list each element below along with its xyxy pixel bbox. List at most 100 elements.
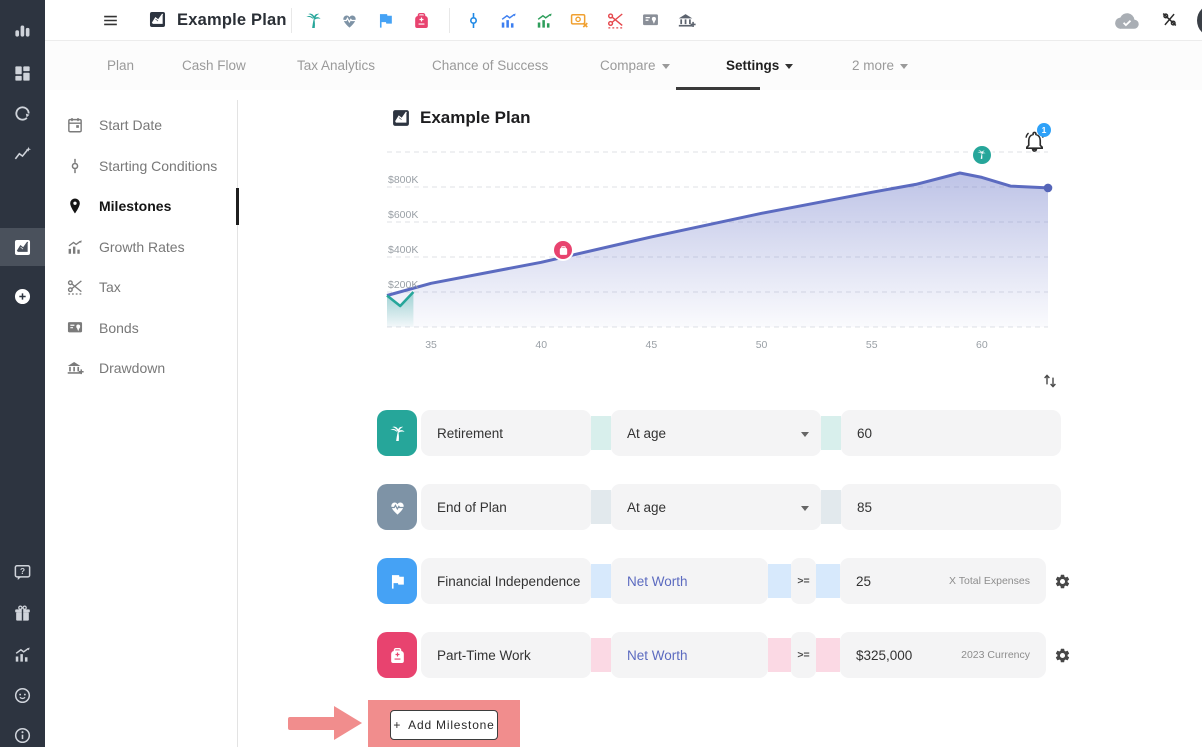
add-plan-icon[interactable] xyxy=(0,277,45,315)
heart-pulse-icon[interactable] xyxy=(377,484,417,530)
x-tick-label: 35 xyxy=(425,339,437,351)
chevron-down-icon xyxy=(900,64,909,69)
tab-cash-flow[interactable]: Cash Flow xyxy=(182,58,246,73)
x-tick-label: 60 xyxy=(976,339,988,351)
early-segment-line xyxy=(386,291,415,308)
retirement-marker[interactable] xyxy=(972,145,991,164)
sidebar-item-tax[interactable]: Tax xyxy=(45,267,237,308)
connector xyxy=(591,564,611,598)
certificate-icon xyxy=(66,319,84,337)
sync-cycle-icon[interactable] xyxy=(0,94,45,132)
tab-settings[interactable]: Settings xyxy=(726,41,794,90)
condition-select[interactable]: At age xyxy=(611,410,821,456)
feedback-chat-icon[interactable] xyxy=(0,553,45,591)
certificate-icon[interactable] xyxy=(641,11,660,30)
backpack-icon[interactable] xyxy=(377,632,417,678)
bank-plus-icon xyxy=(66,359,84,377)
app-logo-icon[interactable] xyxy=(0,10,45,48)
gift-icon[interactable] xyxy=(0,594,45,632)
milestone-name-input[interactable]: Financial Independence xyxy=(421,558,591,604)
condition-select[interactable]: Net Worth xyxy=(611,632,768,678)
growth-blue-icon[interactable] xyxy=(499,11,518,30)
left-rail xyxy=(0,0,45,747)
condition-select[interactable]: Net Worth xyxy=(611,558,768,604)
gear-icon[interactable] xyxy=(1050,643,1074,667)
tab-bar: Plan Cash Flow Tax Analytics Chance of S… xyxy=(45,41,1202,90)
net-worth-area xyxy=(387,173,1048,327)
settings-sidebar: Start Date Starting Conditions Milestone… xyxy=(45,100,239,747)
growth-green-icon[interactable] xyxy=(535,11,554,30)
chart-title: Example Plan xyxy=(420,108,531,127)
milestone-row-end-of-plan: End of Plan At age 85 xyxy=(377,484,1061,530)
plus-icon: + xyxy=(393,718,402,732)
gear-icon[interactable] xyxy=(1050,569,1074,593)
info-icon[interactable] xyxy=(0,716,45,747)
plans-chart-icon[interactable] xyxy=(0,228,45,266)
connector xyxy=(821,416,841,450)
x-tick-label: 40 xyxy=(535,339,548,351)
commit-icon[interactable] xyxy=(464,11,483,30)
palm-tree-icon[interactable] xyxy=(377,410,417,456)
y-tick-label: $200K xyxy=(388,279,419,291)
tab-2-more[interactable]: 2 more xyxy=(852,41,909,90)
bank-plus-icon[interactable] xyxy=(677,11,696,30)
calendar-icon xyxy=(66,116,84,134)
milestone-name-input[interactable]: Part-Time Work xyxy=(421,632,591,678)
backpack-icon[interactable] xyxy=(412,11,431,30)
sidebar-item-bonds[interactable]: Bonds xyxy=(45,308,237,349)
palm-tree-icon xyxy=(976,149,987,160)
line-end-dot xyxy=(1043,183,1053,193)
growth-chart-icon xyxy=(66,238,84,256)
connector xyxy=(591,638,611,672)
part-time-work-marker[interactable] xyxy=(554,241,573,259)
growth-stats-icon[interactable] xyxy=(0,635,45,673)
chevron-down-icon xyxy=(801,431,809,437)
tab-tax-analytics[interactable]: Tax Analytics xyxy=(297,58,376,73)
age-value-input[interactable]: 60 xyxy=(841,410,1061,456)
annotation-arrow xyxy=(288,717,338,730)
condition-select[interactable]: At age xyxy=(611,484,821,530)
avatar[interactable] xyxy=(1197,4,1202,37)
chevron-down-icon xyxy=(801,505,809,511)
milestone-row-financial-independence: Financial Independence Net Worth >= 25 X … xyxy=(377,558,1074,604)
heart-pulse-icon[interactable] xyxy=(340,11,359,30)
x-tick-label: 45 xyxy=(645,339,658,351)
tab-plan[interactable]: Plan xyxy=(107,58,135,73)
sidebar-item-start-date[interactable]: Start Date xyxy=(45,105,237,146)
support-face-icon[interactable] xyxy=(0,676,45,714)
milestone-name-input[interactable]: End of Plan xyxy=(421,484,591,530)
operator-select[interactable]: >= xyxy=(791,558,816,604)
divider xyxy=(291,8,292,33)
commit-icon xyxy=(66,157,84,175)
sort-milestones-icon[interactable] xyxy=(1041,372,1059,390)
add-milestone-button[interactable]: + Add Milestone xyxy=(390,710,498,740)
scissors-icon[interactable] xyxy=(606,11,625,30)
backpack-icon xyxy=(558,245,569,256)
y-tick-label: $800K xyxy=(388,174,419,186)
cloud-check-icon xyxy=(1115,12,1139,31)
operator-select[interactable]: >= xyxy=(791,632,816,678)
sidebar-item-milestones[interactable]: Milestones xyxy=(45,186,237,227)
value-unit-label: 2023 Currency xyxy=(961,649,1030,661)
threshold-value-input[interactable]: $325,000 2023 Currency xyxy=(840,632,1046,678)
sidebar-item-drawdown[interactable]: Drawdown xyxy=(45,348,237,389)
dashboard-icon[interactable] xyxy=(0,54,45,92)
trending-sparkle-icon[interactable] xyxy=(0,135,45,173)
threshold-value-input[interactable]: 25 X Total Expenses xyxy=(840,558,1046,604)
connector xyxy=(768,638,791,672)
top-bar: Example Plan xyxy=(45,0,1202,41)
tab-chance-of-success[interactable]: Chance of Success xyxy=(432,58,549,73)
sidebar-item-growth-rates[interactable]: Growth Rates xyxy=(45,227,237,268)
sidebar-item-starting-conditions[interactable]: Starting Conditions xyxy=(45,146,237,187)
tab-compare[interactable]: Compare xyxy=(600,41,670,90)
age-value-input[interactable]: 85 xyxy=(841,484,1061,530)
hamburger-menu-icon[interactable] xyxy=(101,11,120,30)
money-x-icon[interactable] xyxy=(570,11,589,30)
milestone-name-input[interactable]: Retirement xyxy=(421,410,591,456)
palm-tree-icon[interactable] xyxy=(304,11,323,30)
net-worth-chart[interactable]: $800K $600K $400K $200K 35 40 45 50 55 60 xyxy=(386,145,1053,360)
percent-off-icon[interactable] xyxy=(1160,10,1179,29)
flag-icon[interactable] xyxy=(376,11,395,30)
flag-icon[interactable] xyxy=(377,558,417,604)
